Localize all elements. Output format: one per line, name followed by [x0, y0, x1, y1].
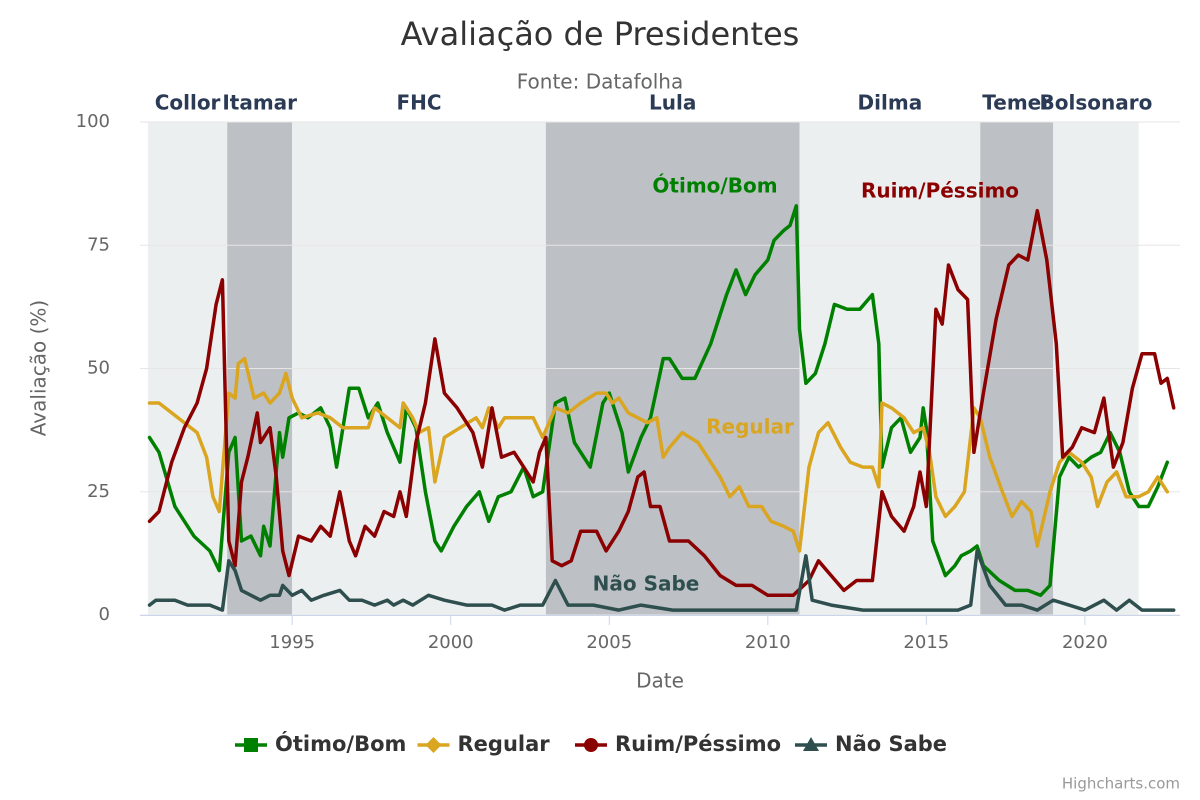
legend-label: Regular	[458, 732, 551, 756]
legend-item[interactable]: Regular	[417, 732, 551, 756]
series-line	[147, 549, 1176, 612]
series-line	[147, 356, 1170, 553]
x-tick-label: 2015	[903, 632, 949, 653]
series-line	[147, 208, 1176, 598]
y-tick-label: 75	[87, 234, 110, 255]
chart-subtitle: Fonte: Datafolha	[517, 70, 683, 94]
y-axis-title: Avaliação (%)	[27, 300, 51, 436]
legend-item[interactable]: Ótimo/Bom	[235, 731, 406, 756]
legend-label: Não Sabe	[835, 732, 947, 756]
x-tick-label: 2000	[428, 632, 474, 653]
legend-label: Ruim/Péssimo	[615, 732, 781, 756]
x-tick-label: 2005	[586, 632, 632, 653]
plot-band-label: Collor	[155, 91, 221, 115]
legend-item[interactable]: Não Sabe	[795, 732, 947, 756]
series-lines	[147, 204, 1176, 612]
legend-symbol	[244, 738, 258, 752]
legend-symbol	[803, 737, 819, 751]
y-tick-label: 100	[76, 111, 110, 132]
annotation: Ótimo/Bom	[652, 174, 777, 198]
legend-item[interactable]: Ruim/Péssimo	[575, 732, 781, 756]
y-tick-label: 50	[87, 358, 110, 379]
credits[interactable]: Highcharts.com	[1062, 775, 1180, 793]
plot-band-label: Bolsonaro	[1040, 91, 1153, 115]
plot-band-label: Temer	[982, 91, 1051, 115]
plot-band-label: FHC	[396, 91, 441, 115]
legend-symbol	[425, 737, 442, 753]
x-tick-label: 2020	[1062, 632, 1108, 653]
plot-band-label: Lula	[649, 91, 696, 115]
legend-symbol	[584, 738, 598, 752]
chart-title: Avaliação de Presidentes	[401, 15, 800, 53]
x-tick-label: 2010	[745, 632, 791, 653]
annotation: Não Sabe	[593, 572, 700, 596]
plot-band-label: Itamar	[222, 91, 297, 115]
legend-label: Ótimo/Bom	[275, 731, 406, 756]
x-tick-label: 1995	[269, 632, 315, 653]
y-tick-label: 25	[87, 481, 110, 502]
annotation: Regular	[706, 415, 794, 439]
y-tick-label: 0	[99, 604, 110, 625]
plot-band-label: Dilma	[858, 91, 923, 115]
annotation: Ruim/Péssimo	[861, 179, 1019, 203]
x-axis-title: Date	[636, 669, 684, 693]
